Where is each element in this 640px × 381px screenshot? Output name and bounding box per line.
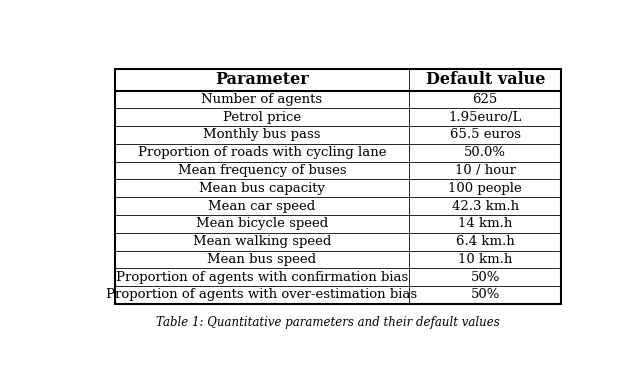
Text: 10 / hour: 10 / hour bbox=[455, 164, 516, 177]
Text: Table 1: Quantitative parameters and their default values: Table 1: Quantitative parameters and the… bbox=[156, 317, 500, 330]
Bar bbox=[410, 69, 561, 91]
Bar bbox=[410, 108, 561, 126]
Text: Default value: Default value bbox=[426, 71, 545, 88]
Bar bbox=[115, 286, 410, 304]
Text: Parameter: Parameter bbox=[215, 71, 309, 88]
Text: 100 people: 100 people bbox=[449, 182, 522, 195]
Bar bbox=[115, 197, 410, 215]
Bar bbox=[115, 69, 561, 304]
Bar bbox=[115, 108, 410, 126]
Bar bbox=[115, 162, 410, 179]
Text: 50.0%: 50.0% bbox=[464, 146, 506, 159]
Text: 625: 625 bbox=[472, 93, 498, 106]
Bar bbox=[410, 233, 561, 251]
Text: 50%: 50% bbox=[470, 271, 500, 284]
Bar bbox=[115, 268, 410, 286]
Bar bbox=[115, 144, 410, 162]
Bar bbox=[115, 179, 410, 197]
Text: 65.5 euros: 65.5 euros bbox=[450, 128, 521, 141]
Text: Monthly bus pass: Monthly bus pass bbox=[204, 128, 321, 141]
Text: Mean bus speed: Mean bus speed bbox=[207, 253, 317, 266]
Bar bbox=[410, 197, 561, 215]
Bar bbox=[410, 286, 561, 304]
Bar bbox=[115, 215, 410, 233]
Text: Mean bicycle speed: Mean bicycle speed bbox=[196, 218, 328, 231]
Text: 50%: 50% bbox=[470, 288, 500, 301]
Bar bbox=[410, 215, 561, 233]
Text: 6.4 km.h: 6.4 km.h bbox=[456, 235, 515, 248]
Bar bbox=[410, 268, 561, 286]
Text: 14 km.h: 14 km.h bbox=[458, 218, 513, 231]
Text: 42.3 km.h: 42.3 km.h bbox=[452, 200, 519, 213]
Text: Proportion of agents with over-estimation bias: Proportion of agents with over-estimatio… bbox=[106, 288, 417, 301]
Bar bbox=[115, 251, 410, 268]
Text: Mean walking speed: Mean walking speed bbox=[193, 235, 332, 248]
Bar bbox=[115, 233, 410, 251]
Text: 10 km.h: 10 km.h bbox=[458, 253, 513, 266]
Bar bbox=[410, 91, 561, 108]
Text: 1.95euro/L: 1.95euro/L bbox=[449, 111, 522, 124]
Text: Petrol price: Petrol price bbox=[223, 111, 301, 124]
Bar bbox=[410, 144, 561, 162]
Text: Number of agents: Number of agents bbox=[202, 93, 323, 106]
Bar bbox=[410, 251, 561, 268]
Bar bbox=[410, 126, 561, 144]
Text: Proportion of agents with confirmation bias: Proportion of agents with confirmation b… bbox=[116, 271, 408, 284]
Bar bbox=[410, 179, 561, 197]
Text: Mean car speed: Mean car speed bbox=[209, 200, 316, 213]
Text: Mean bus capacity: Mean bus capacity bbox=[199, 182, 325, 195]
Text: Proportion of roads with cycling lane: Proportion of roads with cycling lane bbox=[138, 146, 387, 159]
Bar bbox=[115, 69, 410, 91]
Text: Mean frequency of buses: Mean frequency of buses bbox=[178, 164, 346, 177]
Bar bbox=[115, 126, 410, 144]
Bar bbox=[410, 162, 561, 179]
Bar bbox=[115, 91, 410, 108]
